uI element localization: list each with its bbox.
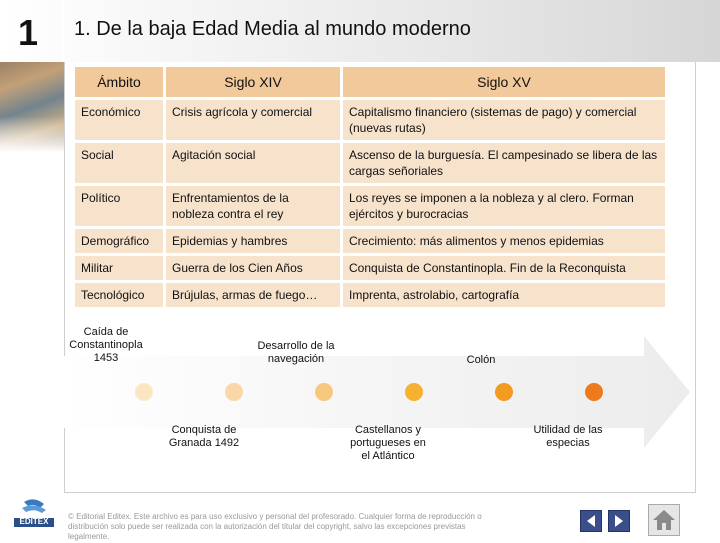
timeline-label-atlantico: Castellanos y portugueses en el Atlántic…: [350, 424, 426, 462]
timeline-dot: [135, 383, 153, 401]
cell-siglo-xv: Conquista de Constantinopla. Fin de la R…: [343, 256, 665, 280]
unit-number: 1: [18, 12, 39, 53]
home-icon: [653, 510, 675, 530]
timeline-dot: [405, 383, 423, 401]
content-frame: [64, 62, 696, 493]
row-label: Demográfico: [75, 229, 163, 253]
cell-siglo-xv: Ascenso de la burguesía. El campesinado …: [343, 143, 665, 183]
timeline-dot: [315, 383, 333, 401]
column-header-siglo-xv: Siglo XV: [343, 67, 665, 97]
timeline: Caída de Constantinopla 1453 Desarrollo …: [64, 316, 694, 486]
table-row: Militar Guerra de los Cien Años Conquist…: [75, 256, 665, 280]
page-title: 1. De la baja Edad Media al mundo modern…: [74, 18, 471, 40]
cell-siglo-xiv: Enfrentamientos de la nobleza contra el …: [166, 186, 340, 226]
timeline-graphic: [64, 336, 690, 448]
table-row: Demográfico Epidemias y hambres Crecimie…: [75, 229, 665, 253]
timeline-label-navegacion: Desarrollo de la navegación: [257, 340, 335, 365]
cell-siglo-xv: Imprenta, astrolabio, cartografía: [343, 283, 665, 307]
cell-siglo-xiv: Brújulas, armas de fuego…: [166, 283, 340, 307]
row-label: Político: [75, 186, 163, 226]
timeline-label-granada: Conquista de Granada 1492: [168, 424, 240, 449]
timeline-dot: [495, 383, 513, 401]
painting-fade: [0, 62, 64, 152]
next-button[interactable]: [608, 510, 630, 532]
row-label: Económico: [75, 100, 163, 140]
table-row: Social Agitación social Ascenso de la bu…: [75, 143, 665, 183]
cell-siglo-xv: Capitalismo financiero (sistemas de pago…: [343, 100, 665, 140]
home-button[interactable]: [648, 504, 680, 536]
row-label: Social: [75, 143, 163, 183]
table-header-row: Ámbito Siglo XIV Siglo XV: [75, 67, 665, 97]
table-row: Económico Crisis agrícola y comercial Ca…: [75, 100, 665, 140]
row-label: Tecnológico: [75, 283, 163, 307]
row-label: Militar: [75, 256, 163, 280]
timeline-arrow: [64, 336, 690, 448]
editex-logo: EDITEX: [10, 498, 58, 538]
cell-siglo-xiv: Crisis agrícola y comercial: [166, 100, 340, 140]
table-row: Político Enfrentamientos de la nobleza c…: [75, 186, 665, 226]
header-gradient: [0, 0, 720, 62]
column-header-siglo-xiv: Siglo XIV: [166, 67, 340, 97]
arrow-right-icon: [615, 515, 623, 527]
timeline-dot: [225, 383, 243, 401]
arrow-left-icon: [587, 515, 595, 527]
cell-siglo-xiv: Agitación social: [166, 143, 340, 183]
timeline-label-colon: Colón: [466, 354, 496, 366]
cell-siglo-xiv: Guerra de los Cien Años: [166, 256, 340, 280]
table-row: Tecnológico Brújulas, armas de fuego… Im…: [75, 283, 665, 307]
previous-button[interactable]: [580, 510, 602, 532]
logo-text: EDITEX: [19, 517, 49, 526]
timeline-label-constantinopla: Caída de Constantinopla 1453: [69, 326, 143, 364]
timeline-dot: [585, 383, 603, 401]
timeline-label-especias: Utilidad de las especias: [533, 424, 603, 449]
cell-siglo-xiv: Epidemias y hambres: [166, 229, 340, 253]
cell-siglo-xv: Crecimiento: más alimentos y menos epide…: [343, 229, 665, 253]
copyright-notice: © Editorial Editex. Este archivo es para…: [68, 512, 482, 541]
comparison-table: Ámbito Siglo XIV Siglo XV Económico Cris…: [72, 64, 668, 310]
cell-siglo-xv: Los reyes se imponen a la nobleza y al c…: [343, 186, 665, 226]
column-header-ambito: Ámbito: [75, 67, 163, 97]
header-divider: [62, 0, 64, 62]
